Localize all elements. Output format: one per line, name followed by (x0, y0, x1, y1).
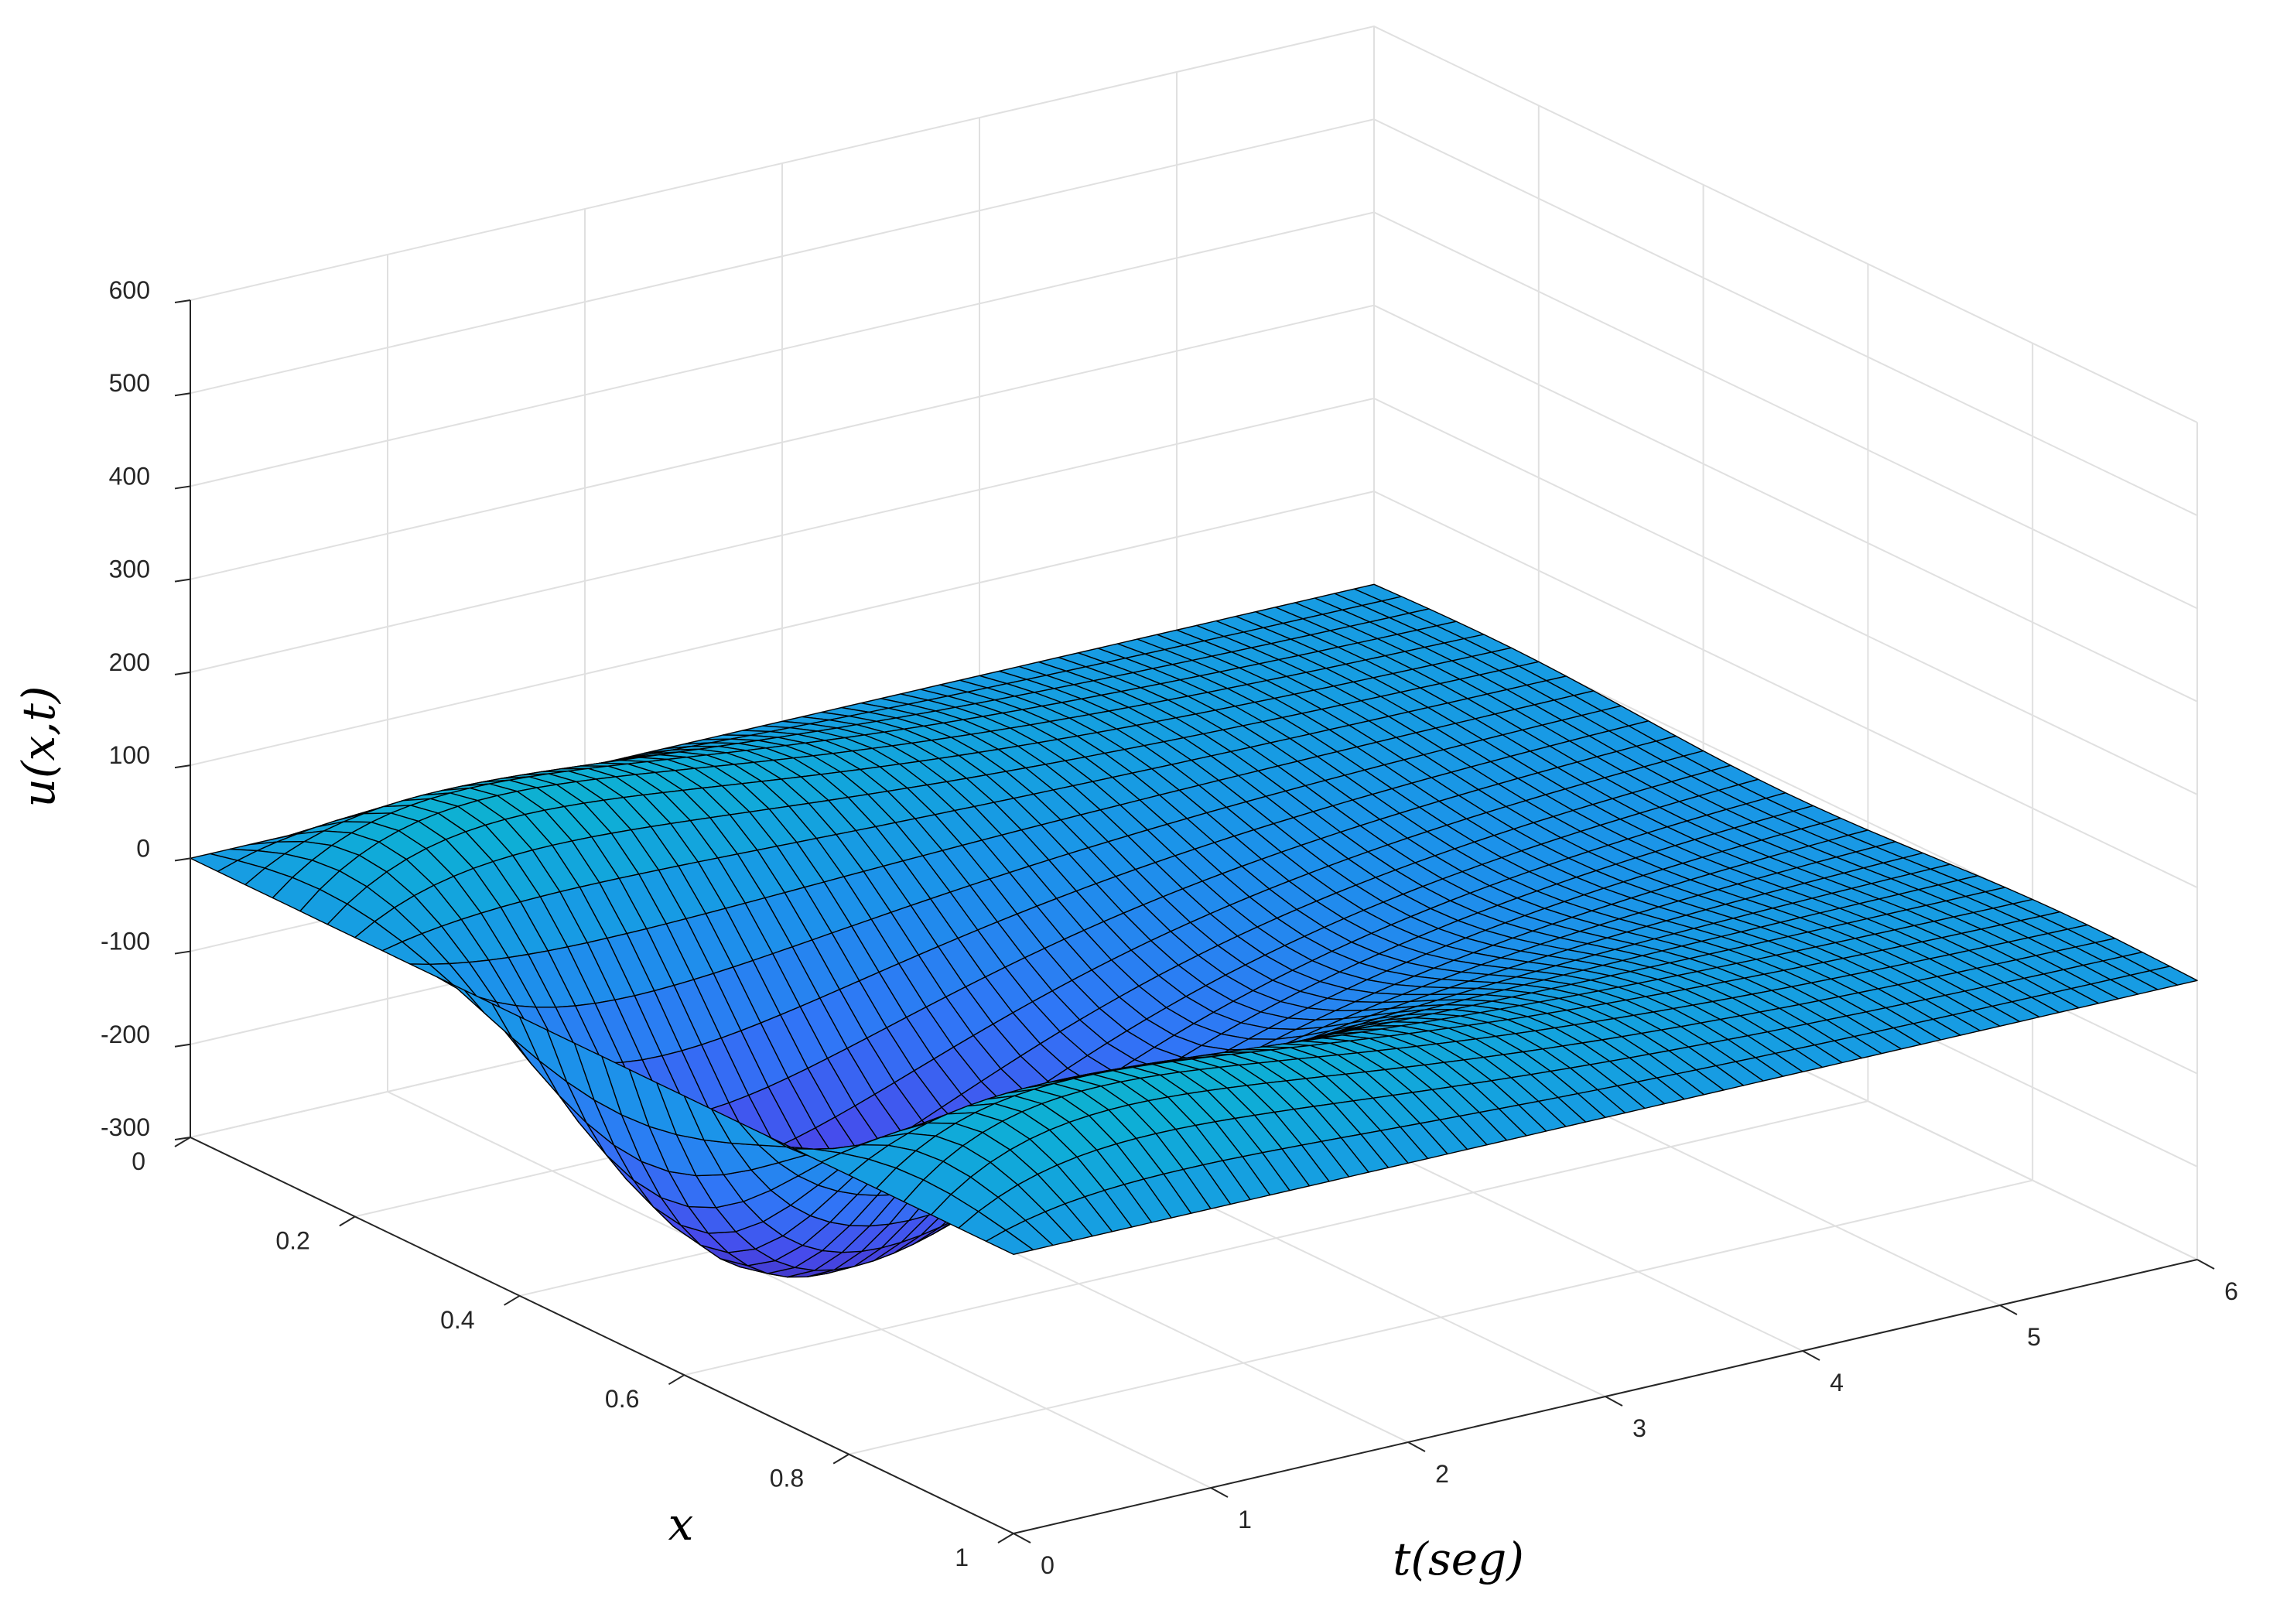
t-tick-label: 1 (1238, 1506, 1252, 1533)
z-tick (174, 950, 191, 955)
t-tick-label: 3 (1632, 1414, 1646, 1442)
z-tick-label: 300 (109, 556, 150, 583)
t-axis-label: t(seg) (1393, 1533, 1524, 1585)
z-tick (174, 299, 191, 303)
x-tick-label: 0.6 (605, 1385, 639, 1413)
z-tick-label: -200 (101, 1021, 150, 1048)
z-tick-label: 0 (136, 834, 150, 862)
z-tick-label: -300 (101, 1113, 150, 1141)
x-tick (997, 1533, 1014, 1544)
grid-line-z (190, 118, 2198, 517)
z-tick (174, 1043, 191, 1048)
t-tick (1210, 1487, 1229, 1498)
x-tick (504, 1294, 521, 1306)
t-tick (1802, 1350, 1820, 1361)
t-tick-label: 4 (1830, 1369, 1844, 1397)
tick-labels: -300 -200 -100 0 100 200 300 400 500 600 0 0.2 0.4 0.… (101, 276, 2238, 1579)
z-tick (174, 764, 191, 769)
x-tick (832, 1453, 849, 1465)
x-tick-label: 0.2 (275, 1226, 309, 1254)
x-tick (339, 1215, 356, 1227)
z-tick-label: 200 (109, 648, 150, 676)
z-tick (174, 1137, 191, 1140)
t-tick (1407, 1441, 1426, 1452)
grid-line-z (190, 25, 2198, 423)
t-tick (2196, 1259, 2215, 1270)
surface-mesh (190, 583, 2198, 1278)
t-tick (1013, 1533, 1031, 1544)
x-tick-label: 0 (132, 1147, 145, 1175)
t-tick (1999, 1304, 2018, 1315)
x-tick (174, 1137, 191, 1147)
x-axis-label: x (668, 1498, 694, 1550)
axis-labels: u(x,t) x t(seg) (12, 685, 1524, 1585)
z-tick-label: 600 (109, 276, 150, 304)
x-tick (668, 1374, 685, 1386)
z-tick (174, 671, 191, 675)
t-tick-label: 5 (2027, 1323, 2041, 1351)
z-axis-label: u(x,t) (12, 685, 65, 807)
t-tick-label: 0 (1041, 1551, 1055, 1579)
grid-line-x (848, 343, 2034, 1455)
grid-line-x (684, 264, 1869, 1376)
t-tick (1605, 1396, 1623, 1407)
z-tick (174, 578, 191, 583)
x-tick-label: 0.8 (770, 1465, 804, 1492)
z-tick-label: 400 (109, 462, 150, 490)
t-tick-label: 2 (1435, 1460, 1449, 1488)
z-tick-label: 100 (109, 741, 150, 769)
grid-line-z (190, 211, 2198, 610)
x-tick-label: 0.4 (440, 1306, 474, 1334)
z-tick (174, 485, 191, 490)
x-tick-label: 1 (955, 1544, 969, 1571)
surface-facet (985, 1229, 1034, 1256)
t-tick-label: 6 (2224, 1277, 2238, 1305)
z-tick-label: -100 (101, 928, 150, 956)
z-tick (174, 857, 191, 862)
x-axis-line (190, 1137, 1014, 1534)
z-tick-label: 500 (109, 369, 150, 397)
z-tick (174, 392, 191, 397)
